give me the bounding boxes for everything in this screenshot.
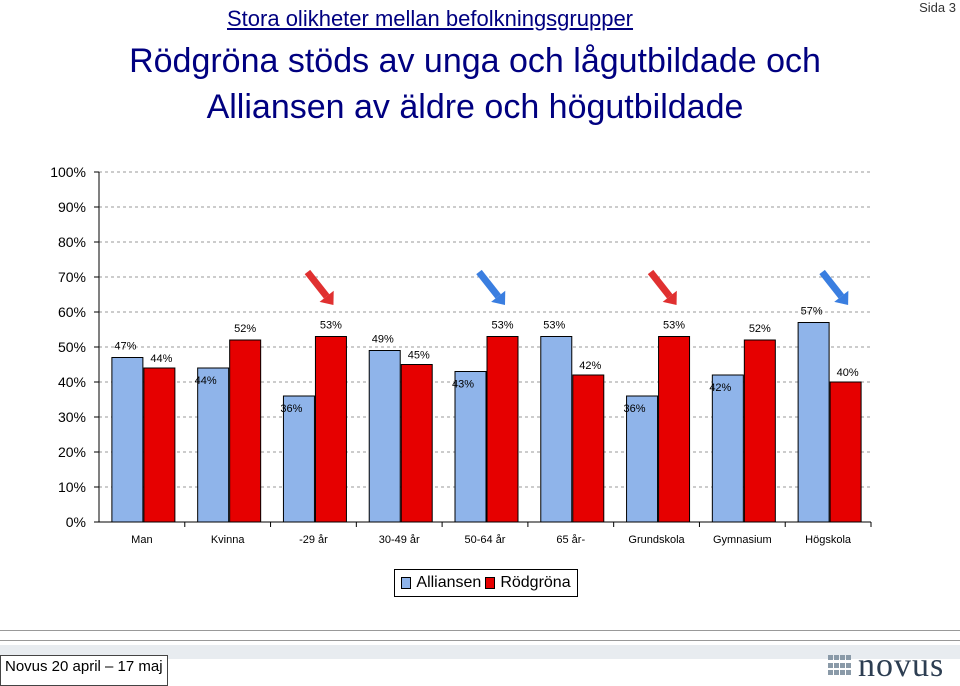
y-tick-label: 90%: [58, 199, 86, 215]
data-label-alliansen-30-49-år: 49%: [372, 334, 394, 346]
data-label-rödgröna-50-64-år: 53%: [491, 320, 513, 332]
legend-label-rodgrona: Rödgröna: [500, 574, 571, 591]
legend-swatch-rodgrona: [485, 577, 496, 589]
bar-rödgröna-grundskola: [658, 336, 691, 523]
bar-rödgröna-50-64-år: [486, 336, 519, 523]
chart-title-line-2: Alliansen av äldre och högutbildade: [206, 88, 744, 126]
y-tick-label: 70%: [58, 269, 86, 285]
y-tick-label: 60%: [58, 304, 86, 320]
bar-alliansen-65-år: [540, 336, 573, 523]
bar-alliansen-man: [111, 357, 144, 523]
x-tick-label-30-49-år: 30-49 år: [379, 534, 420, 546]
data-label-rödgröna-65-år: 42%: [579, 360, 601, 372]
data-label-alliansen-man: 47%: [114, 341, 136, 353]
data-label-alliansen-29-år: 36%: [280, 403, 302, 415]
arrow-annotation-högskola: [819, 269, 849, 305]
data-label-rödgröna-gymnasium: 52%: [749, 323, 771, 335]
y-tick-label: 40%: [58, 374, 86, 390]
data-label-alliansen-50-64-år: 43%: [452, 379, 474, 391]
y-tick-label: 30%: [58, 409, 86, 425]
y-tick-label: 0%: [66, 514, 86, 530]
data-label-alliansen-gymnasium: 42%: [709, 382, 731, 394]
data-label-rödgröna-högskola: 40%: [837, 367, 859, 379]
arrow-annotation-29-år: [304, 269, 334, 305]
y-tick-label: 10%: [58, 479, 86, 495]
data-label-alliansen-högskola: 57%: [801, 306, 823, 318]
bar-rödgröna-30-49-år: [400, 364, 433, 523]
x-tick-label-29-år: -29 år: [299, 534, 328, 546]
chart-title-line-1: Rödgröna stöds av unga och lågutbildade …: [129, 42, 821, 80]
bar-rödgröna-65-år: [572, 374, 605, 523]
bar-rödgröna-kvinna: [229, 339, 262, 523]
data-label-rödgröna-grundskola: 53%: [663, 320, 685, 332]
x-tick-label-kvinna: Kvinna: [211, 534, 246, 546]
y-tick-label: 50%: [58, 339, 86, 355]
bar-rödgröna-29-år: [314, 336, 347, 523]
arrow-annotation-50-64-år: [476, 269, 506, 305]
chart-subtitle: Stora olikheter mellan befolkningsgruppe…: [227, 6, 634, 31]
data-label-alliansen-kvinna: 44%: [195, 375, 217, 387]
novus-logo: novus: [828, 647, 954, 684]
x-tick-label-högskola: Högskola: [805, 534, 852, 546]
legend-label-alliansen: Alliansen: [416, 574, 482, 591]
bar-rödgröna-man: [143, 367, 176, 523]
bar-alliansen-kvinna: [197, 367, 230, 523]
bar-alliansen-29-år: [282, 395, 315, 523]
data-label-alliansen-65-år: 53%: [543, 320, 565, 332]
legend-item-rodgrona: Rödgröna: [485, 574, 571, 592]
y-tick-label: 20%: [58, 444, 86, 460]
x-tick-label-50-64-år: 50-64 år: [465, 534, 506, 546]
legend: Alliansen Rödgröna: [394, 569, 578, 597]
legend-swatch-alliansen: [401, 577, 412, 589]
bar-alliansen-50-64-år: [454, 371, 487, 523]
bar-alliansen-gymnasium: [711, 374, 744, 523]
chart-title: Rödgröna stöds av unga och lågutbildade …: [0, 38, 950, 130]
y-tick-label: 100%: [50, 164, 86, 180]
y-tick-label: 80%: [58, 234, 86, 250]
footer-band: [0, 645, 960, 659]
bar-alliansen-högskola: [797, 322, 830, 523]
logo-mark-icon: [828, 655, 854, 677]
logo-text: novus: [858, 647, 945, 684]
arrow-annotation-grundskola: [647, 269, 677, 305]
bar-alliansen-30-49-år: [368, 350, 401, 523]
data-label-rödgröna-man: 44%: [150, 353, 172, 365]
data-label-rödgröna-kvinna: 52%: [234, 323, 256, 335]
bar-rödgröna-högskola: [829, 381, 862, 523]
data-label-rödgröna-30-49-år: 45%: [408, 350, 430, 362]
page-label: Sida 3: [919, 0, 956, 15]
x-tick-label-65-år: 65 år-: [556, 534, 585, 546]
footer-divider-bottom: [0, 640, 960, 641]
footer-divider-top: [0, 630, 960, 631]
bar-alliansen-grundskola: [626, 395, 659, 523]
legend-item-alliansen: Alliansen: [401, 574, 481, 592]
bar-rödgröna-gymnasium: [743, 339, 776, 523]
data-label-alliansen-grundskola: 36%: [624, 403, 646, 415]
footer-date: Novus 20 april – 17 maj: [0, 655, 168, 686]
x-tick-label-gymnasium: Gymnasium: [713, 534, 772, 546]
x-tick-label-grundskola: Grundskola: [628, 534, 685, 546]
bar-chart: 0% 10% 20% 30% 40% 50% 60% 70% 80% 90% 100% Man 47% 4…: [50, 164, 872, 546]
data-label-rödgröna-29-år: 53%: [320, 320, 342, 332]
x-tick-label-man: Man: [131, 534, 152, 546]
